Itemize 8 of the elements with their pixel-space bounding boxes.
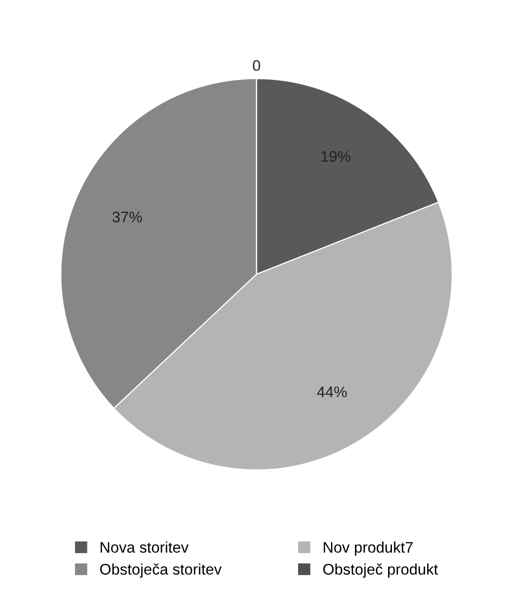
data-label: 19% xyxy=(322,151,350,162)
legend-label: Nov produkt7 xyxy=(324,542,413,556)
legend-label: Obstoječa storitev xyxy=(100,563,222,578)
legend-label: Nova storitev xyxy=(100,542,189,553)
data-label: 37% xyxy=(112,212,142,222)
text: 0 xyxy=(252,60,260,71)
data-label: 44% xyxy=(317,386,347,398)
legend-label: Obstoječ produkt xyxy=(323,563,438,578)
